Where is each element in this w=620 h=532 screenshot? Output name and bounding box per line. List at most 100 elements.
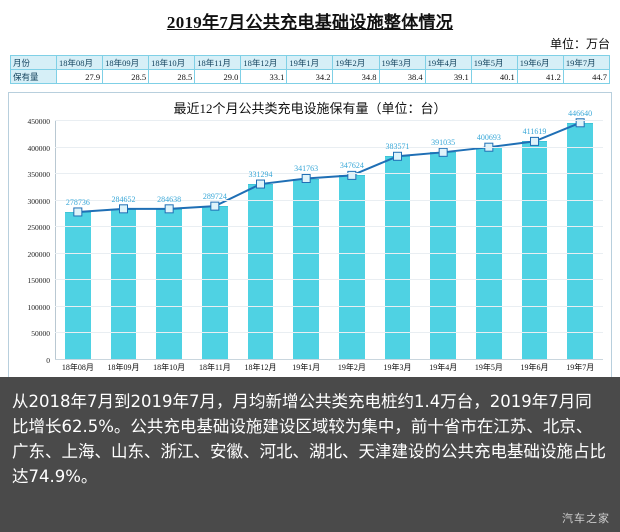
grid-line	[55, 305, 603, 307]
y-axis-tick: 350000	[27, 170, 51, 180]
table-header-cell: 19年1月	[286, 55, 334, 70]
bar[interactable]	[293, 178, 319, 360]
x-axis-tick: 18年11月	[199, 363, 231, 372]
line-marker[interactable]	[210, 201, 220, 211]
y-axis-tick: 250000	[27, 223, 51, 233]
monthly-stock-table: 月份 18年08月 18年09月 18年10月 18年11月 18年12月 19…	[10, 55, 611, 84]
table-header-cell: 19年3月	[378, 55, 426, 70]
bar[interactable]	[65, 211, 91, 360]
table-cell: 28.5	[102, 69, 150, 84]
table-header-cell: 19年2月	[332, 55, 380, 70]
grid-line	[55, 120, 603, 121]
line-marker[interactable]	[530, 136, 539, 146]
bar-cell[interactable]	[512, 121, 558, 360]
line-series-overlay	[73, 118, 585, 217]
bar[interactable]	[247, 184, 274, 360]
x-axis-tick: 19年5月	[474, 363, 503, 372]
caption-text: 从2018年7月到2019年7月，月均新增公共类充电桩约1.4万台，2019年7…	[12, 392, 606, 486]
caption-block: 从2018年7月到2019年7月，月均新增公共类充电桩约1.4万台，2019年7…	[0, 377, 620, 532]
bar-cell[interactable]	[101, 121, 147, 360]
grid-line	[55, 279, 603, 281]
table-cell: 41.2	[516, 69, 564, 84]
trend-line	[77, 121, 581, 213]
y-axis-tick: 0	[46, 356, 50, 365]
table-header-cell: 18年11月	[194, 55, 242, 70]
data-label: 278736	[65, 197, 90, 207]
line-marker[interactable]	[575, 118, 585, 128]
line-marker[interactable]	[393, 151, 402, 161]
bar-series	[55, 121, 603, 360]
grid-line	[55, 146, 603, 148]
table-cell: 34.2	[286, 69, 334, 84]
grid-line	[55, 252, 603, 254]
table-cell: 27.9	[55, 69, 104, 84]
table-header-cell: 18年10月	[148, 55, 196, 70]
data-label: 391035	[431, 138, 456, 148]
table-cell: 44.7	[562, 69, 611, 84]
y-axis-labels: 0 50000 100000 150000 200000 250000 300000 3500…	[9, 117, 53, 365]
table-cell: 39.1	[424, 69, 472, 84]
watermark-label: 汽车之家	[562, 512, 610, 525]
x-axis-tick: 19年2月	[337, 363, 366, 372]
bar[interactable]	[339, 175, 365, 360]
bar-cell[interactable]	[329, 121, 375, 360]
unit-note: 单位：万台	[549, 37, 610, 51]
data-label: 446640	[568, 108, 593, 118]
x-axis-labels: 18年08月 18年09月 18年10月 18年11月 18年12月 19年1月 19年2月…	[55, 362, 603, 382]
x-axis-tick: 18年08月	[61, 363, 94, 372]
table-header-cell: 18年09月	[102, 55, 150, 70]
table-cell: 28.5	[148, 69, 196, 84]
bar-cell[interactable]	[55, 121, 101, 360]
y-axis-tick: 150000	[27, 276, 51, 286]
line-marker[interactable]	[119, 204, 128, 214]
line-marker[interactable]	[164, 204, 174, 214]
line-marker[interactable]	[73, 207, 83, 217]
table-value-row: 保有量 27.9 28.5 28.5 29.0 33.1 34.2 34.8 3…	[10, 69, 611, 84]
grid-line	[55, 332, 603, 334]
bar[interactable]	[110, 208, 137, 360]
data-label: 411619	[522, 127, 547, 137]
bar-cell[interactable]	[557, 121, 603, 360]
table-cell: 29.0	[194, 69, 242, 84]
data-label: 341763	[294, 164, 319, 174]
line-marker[interactable]	[301, 173, 311, 183]
data-label: 284652	[111, 194, 136, 204]
table-header-cell: 18年12月	[240, 55, 288, 70]
line-marker[interactable]	[256, 179, 265, 189]
table-cell: 34.8	[332, 69, 380, 84]
chart-plot-area: 278736 284652 284638 289724 331294 341763 3476…	[55, 109, 603, 360]
x-axis-tick: 18年12月	[244, 363, 277, 372]
x-axis-tick: 19年1月	[292, 363, 321, 372]
table-cell: 33.1	[240, 69, 288, 84]
x-axis-tick: 19年4月	[429, 363, 458, 372]
bar-cell[interactable]	[238, 121, 284, 360]
data-label: 347624	[339, 161, 364, 171]
table-header-cell: 19年7月	[562, 55, 611, 70]
bar[interactable]	[567, 122, 593, 360]
y-axis-line	[55, 121, 56, 360]
x-axis-tick: 18年09月	[107, 363, 140, 372]
table-header-cell: 19年4月	[424, 55, 472, 70]
bar-cell[interactable]	[375, 121, 421, 360]
line-marker[interactable]	[438, 147, 448, 157]
table-header-rowlabel: 月份	[10, 55, 57, 70]
x-axis-tick: 18年10月	[153, 363, 186, 372]
table-cell: 40.1	[470, 69, 518, 84]
bar-cell[interactable]	[283, 121, 329, 360]
data-label: 400693	[476, 133, 501, 143]
data-table-wrapper: 月份 18年08月 18年09月 18年10月 18年11月 18年12月 19…	[0, 55, 620, 84]
page-header: 2019年7月公共充电基础设施整体情况 单位：万台	[0, 0, 620, 52]
table-row-label: 保有量	[10, 69, 57, 84]
bar[interactable]	[384, 156, 411, 360]
x-axis-tick: 19年7月	[566, 363, 595, 372]
y-axis-tick: 450000	[27, 117, 51, 126]
grid-line	[55, 226, 603, 228]
grid-line	[55, 359, 603, 360]
bar[interactable]	[521, 141, 548, 360]
grid-line	[55, 173, 603, 175]
data-label: 331294	[248, 170, 273, 180]
line-marker[interactable]	[347, 170, 357, 180]
data-label: 289724	[202, 192, 227, 202]
y-axis-tick: 400000	[27, 143, 51, 153]
y-axis-tick: 50000	[31, 329, 50, 339]
